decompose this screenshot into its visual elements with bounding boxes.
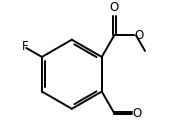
Text: O: O bbox=[110, 1, 119, 14]
Text: F: F bbox=[22, 40, 28, 53]
Text: O: O bbox=[134, 29, 144, 42]
Text: O: O bbox=[133, 107, 142, 120]
